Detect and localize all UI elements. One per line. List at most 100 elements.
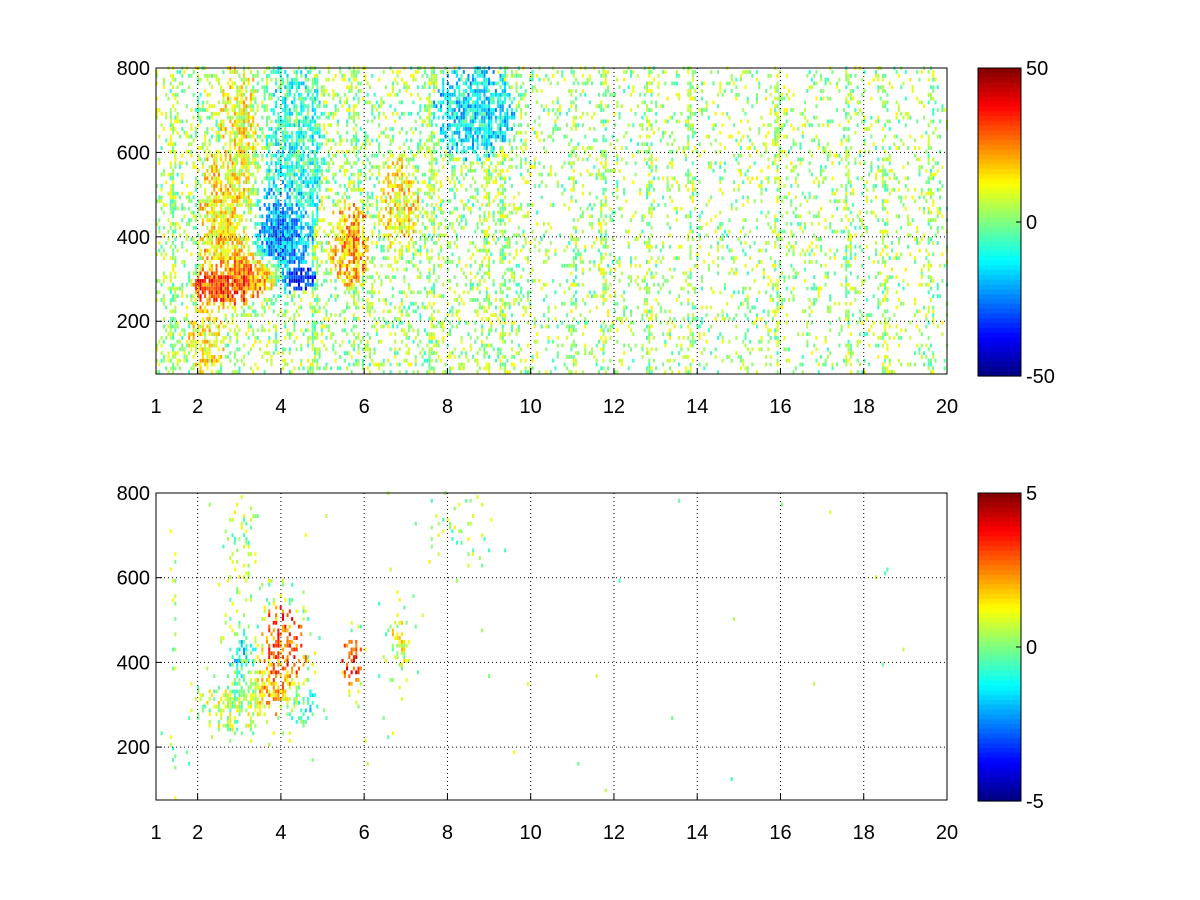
top-heatmap-cell [426,138,429,143]
top-heatmap-cell [275,218,278,223]
top-heatmap-cell [190,127,193,131]
top-heatmap-cell [332,256,335,261]
top-heatmap-cell [311,92,314,97]
top-heatmap-cell [247,157,250,162]
top-heatmap-cell [313,355,317,359]
top-heatmap-cell [488,142,491,147]
top-heatmap-cell [465,172,468,177]
top-heatmap-cell [311,362,314,367]
top-heatmap-cell [352,210,355,215]
top-heatmap-cell [334,233,337,238]
top-heatmap-cell [238,347,241,352]
top-heatmap-cell [270,77,273,82]
top-heatmap-cell [261,100,264,105]
top-heatmap-cell [181,282,184,287]
top-heatmap-cell [364,100,367,105]
top-heatmap-cell [291,100,294,105]
top-heatmap-cell [485,351,488,356]
top-heatmap-cell [320,180,323,185]
top-heatmap-cell [291,332,294,337]
top-heatmap-cell [307,282,310,287]
top-heatmap-cell [245,187,248,192]
top-heatmap-cell [407,146,410,150]
top-heatmap-cell [320,241,323,245]
top-heatmap-cell [428,77,431,82]
top-heatmap-cell [190,73,193,78]
top-heatmap-cell [433,222,436,226]
top-heatmap-cell [297,153,301,158]
top-heatmap-cell [355,358,358,363]
top-heatmap-cell [275,222,278,226]
top-heatmap-cell [288,267,291,272]
top-heatmap-cell [261,256,264,261]
top-heatmap-cell [341,241,344,245]
top-heatmap-cell [293,366,296,371]
top-heatmap-cell [160,187,163,192]
top-heatmap-cell [199,324,202,329]
top-heatmap-cell [474,100,477,105]
top-heatmap-cell [362,96,365,101]
top-heatmap-cell [288,275,291,280]
top-heatmap-cell [332,176,335,181]
top-heatmap-cell [428,370,431,374]
top-heatmap-cell [226,203,230,207]
top-heatmap-cell [426,210,429,215]
top-heatmap-cell [236,263,239,268]
top-heatmap-cell [256,241,259,245]
top-heatmap-cell [204,286,207,291]
top-heatmap-cell [426,252,429,257]
top-heatmap-cell [423,210,426,215]
top-heatmap-cell [488,317,491,321]
top-heatmap-cell [295,252,298,257]
top-heatmap-cell [272,275,275,280]
top-heatmap-cell [364,176,367,181]
top-heatmap-cell [478,123,481,128]
top-heatmap-cell [433,146,436,150]
top-heatmap-cell [401,290,404,295]
top-heatmap-cell [297,168,301,173]
top-heatmap-cell [384,176,388,181]
top-heatmap-cell [236,286,239,291]
top-heatmap-cell [433,324,436,329]
top-heatmap-cell [213,187,216,192]
top-heatmap-cell [352,233,355,238]
top-heatmap-cell [302,119,305,124]
top-heatmap-cell [362,206,365,211]
top-heatmap-cell [419,271,422,276]
top-heatmap-cell [478,157,481,162]
top-heatmap-cell [192,328,195,333]
top-heatmap-cell [197,96,200,101]
top-heatmap-cell [311,180,314,185]
top-heatmap-cell [272,176,275,181]
top-heatmap-cell [293,260,296,264]
top-heatmap-cell [291,252,294,257]
top-heatmap-cell [355,244,358,249]
top-heatmap-cell [291,123,294,128]
top-heatmap-cell [394,214,397,219]
top-heatmap-cell [332,111,335,116]
top-heatmap-cell [243,263,246,268]
top-heatmap-cell [348,241,351,245]
top-heatmap-cell [162,256,165,261]
top-heatmap-cell [352,146,355,150]
top-heatmap-cell [236,127,239,131]
top-heatmap-cell [474,168,477,173]
top-heatmap-cell [293,77,296,82]
top-heatmap-cell [325,100,328,105]
top-heatmap-cell [233,210,236,215]
top-heatmap-cell [433,263,436,268]
top-heatmap-cell [339,210,342,215]
top-heatmap-cell [449,279,452,283]
top-heatmap-cell [467,134,470,139]
top-heatmap-cell [462,89,465,93]
top-heatmap-cell [330,187,333,192]
top-heatmap-cell [483,241,486,245]
top-heatmap-cell [231,81,234,86]
top-heatmap-cell [313,73,317,78]
top-heatmap-cell [380,187,383,192]
top-heatmap-cell [467,358,470,363]
top-heatmap-cell [229,256,232,261]
top-heatmap-cell [293,328,296,333]
top-heatmap-cell [270,241,273,245]
top-heatmap-cell [297,149,301,154]
